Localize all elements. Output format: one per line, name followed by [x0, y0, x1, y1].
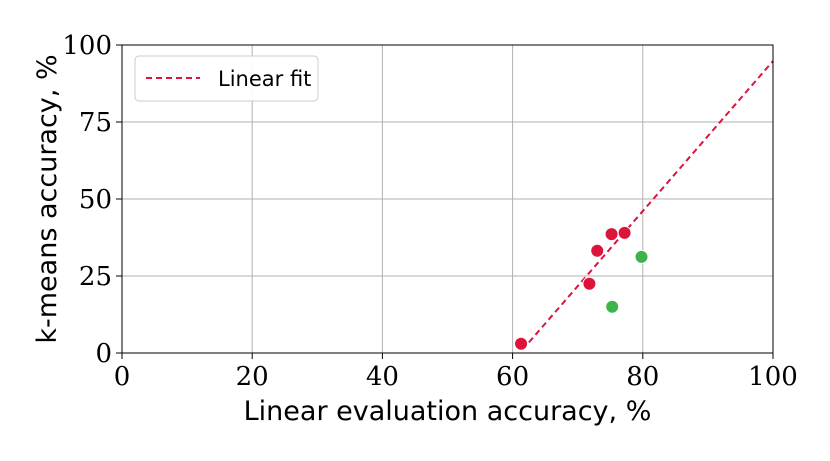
x-tick-label-1: 20 — [236, 362, 269, 392]
series-0-point-4 — [617, 225, 632, 240]
y-tick-label-2: 50 — [79, 185, 112, 215]
y-tick-label-4: 100 — [62, 31, 112, 61]
x-tick-label-5: 100 — [748, 362, 798, 392]
linear-fit-line — [521, 60, 774, 351]
y-tick-label-1: 25 — [79, 262, 112, 292]
y-tick-label-3: 75 — [79, 108, 112, 138]
plot-frame — [121, 44, 774, 354]
series-0-point-3 — [604, 227, 619, 242]
axis-ticks: 0 20 40 60 80 100 0 25 50 75 100 — [62, 31, 797, 392]
legend: Linear fit — [134, 55, 319, 102]
series-0-point-2 — [590, 243, 605, 258]
series-0-point-1 — [582, 276, 597, 291]
y-axis-label: k-means accuracy, % — [32, 54, 63, 343]
x-tick-label-0: 0 — [114, 362, 131, 392]
data-marks — [514, 60, 774, 351]
series-1-point-1 — [634, 249, 649, 264]
legend-box — [134, 55, 319, 102]
x-tick-label-2: 40 — [366, 362, 399, 392]
x-tick-label-3: 60 — [496, 362, 529, 392]
series-0-point-0 — [514, 336, 529, 351]
x-axis-label: Linear evaluation accuracy, % — [244, 396, 652, 427]
y-tick-label-0: 0 — [95, 339, 112, 369]
series-1-point-0 — [605, 299, 620, 314]
x-tick-label-4: 80 — [626, 362, 659, 392]
legend-linear-fit-label: Linear fit — [218, 67, 311, 91]
